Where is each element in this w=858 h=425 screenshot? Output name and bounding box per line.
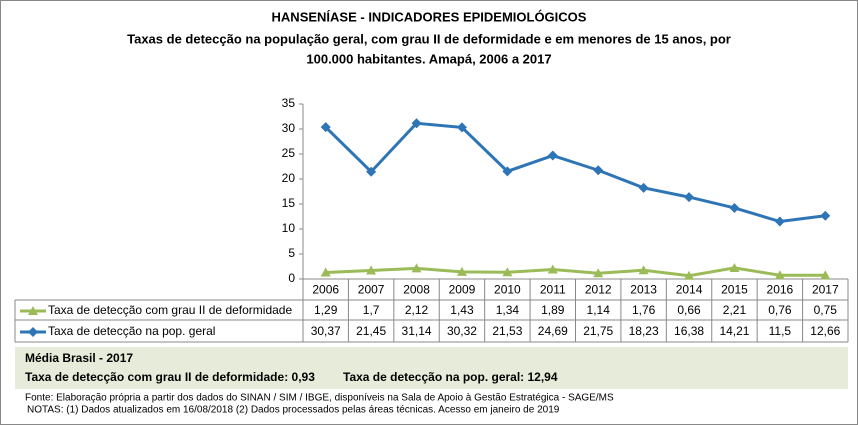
table-value: 31,14 xyxy=(402,324,432,338)
x-tick-label: 2011 xyxy=(540,283,566,297)
point xyxy=(320,267,331,277)
point xyxy=(547,264,558,274)
y-tick-label: 0 xyxy=(288,271,295,285)
table-value: 30,32 xyxy=(447,324,477,338)
table-value: 2,12 xyxy=(405,303,429,317)
legend-label: Taxa de detecção na pop. geral xyxy=(48,324,215,338)
table-value: 11,5 xyxy=(769,324,792,338)
x-tick-label: 2016 xyxy=(767,283,794,297)
legend-marker xyxy=(28,306,38,315)
x-tick-label: 2009 xyxy=(449,283,476,297)
chart-title: HANSENÍASE - INDICADORES EPIDEMIOLÓGICOS xyxy=(272,9,587,24)
point xyxy=(820,210,831,221)
y-tick-label: 5 xyxy=(288,246,295,260)
x-tick-label: 2006 xyxy=(312,283,339,297)
y-tick-label: 25 xyxy=(282,146,296,160)
point xyxy=(729,202,740,213)
legend-label: Taxa de detecção com grau II de deformid… xyxy=(48,303,292,317)
point xyxy=(456,122,467,133)
point xyxy=(638,265,649,275)
point xyxy=(547,150,558,161)
table-value: 21,75 xyxy=(583,324,613,338)
x-tick-label: 2013 xyxy=(630,283,657,297)
table-value: 2,21 xyxy=(723,303,747,317)
x-tick-label: 2015 xyxy=(721,283,748,297)
point xyxy=(774,270,785,280)
series-line xyxy=(324,121,826,224)
point xyxy=(366,166,377,177)
brasil-title: Média Brasil - 2017 xyxy=(25,351,133,365)
table-value: 0,75 xyxy=(814,303,838,317)
point xyxy=(456,266,467,276)
table-value: 1,29 xyxy=(314,303,338,317)
table-value: 1,14 xyxy=(587,303,611,317)
x-tick-label: 2007 xyxy=(358,283,385,297)
brasil-box xyxy=(15,347,848,389)
chart-subtitle: 100.000 habitantes. Amapá, 2006 a 2017 xyxy=(306,51,551,66)
table-value: 0,76 xyxy=(768,303,792,317)
point xyxy=(502,166,513,177)
table-value: 1,7 xyxy=(363,303,380,317)
table-value: 18,23 xyxy=(629,324,659,338)
footer-source: Fonte: Elaboração própria a partir dos d… xyxy=(25,393,614,404)
brasil-item: Taxa de detecção na pop. geral: 12,94 xyxy=(343,370,558,384)
point xyxy=(729,262,740,272)
point xyxy=(502,267,513,277)
table-value: 14,21 xyxy=(719,324,749,338)
table-value: 1,76 xyxy=(632,303,656,317)
point xyxy=(684,192,695,203)
x-tick-label: 2008 xyxy=(403,283,430,297)
point xyxy=(320,122,331,133)
table-value: 12,66 xyxy=(810,324,840,338)
point xyxy=(593,268,604,278)
y-tick-label: 15 xyxy=(282,196,296,210)
y-tick-label: 30 xyxy=(282,121,296,135)
point xyxy=(638,182,649,193)
point xyxy=(411,118,422,129)
point xyxy=(411,263,422,273)
y-tick-label: 20 xyxy=(282,171,296,185)
series-line xyxy=(325,266,826,278)
table-value: 1,43 xyxy=(450,303,474,317)
x-tick-label: 2017 xyxy=(812,283,839,297)
table-value: 30,37 xyxy=(311,324,341,338)
table-value: 16,38 xyxy=(674,324,704,338)
table-value: 21,53 xyxy=(492,324,522,338)
x-tick-label: 2014 xyxy=(676,283,703,297)
point xyxy=(774,216,785,227)
chart-subtitle: Taxas de detecção na população geral, co… xyxy=(127,31,731,46)
legend-marker xyxy=(28,327,38,337)
table-value: 1,89 xyxy=(541,303,565,317)
x-tick-label: 2012 xyxy=(585,283,612,297)
point xyxy=(593,165,604,176)
x-tick-label: 2010 xyxy=(494,283,521,297)
table-value: 0,66 xyxy=(677,303,701,317)
point xyxy=(684,270,695,280)
brasil-item: Taxa de detecção com grau II de deformid… xyxy=(25,370,315,384)
table-value: 1,34 xyxy=(496,303,520,317)
y-tick-label: 10 xyxy=(282,221,296,235)
table-value: 21,45 xyxy=(356,324,386,338)
table-value: 24,69 xyxy=(538,324,568,338)
y-tick-label: 35 xyxy=(282,96,296,110)
point xyxy=(366,265,377,275)
point xyxy=(820,270,831,280)
footer-notes: NOTAS: (1) Dados atualizados em 16/08/20… xyxy=(27,405,560,416)
